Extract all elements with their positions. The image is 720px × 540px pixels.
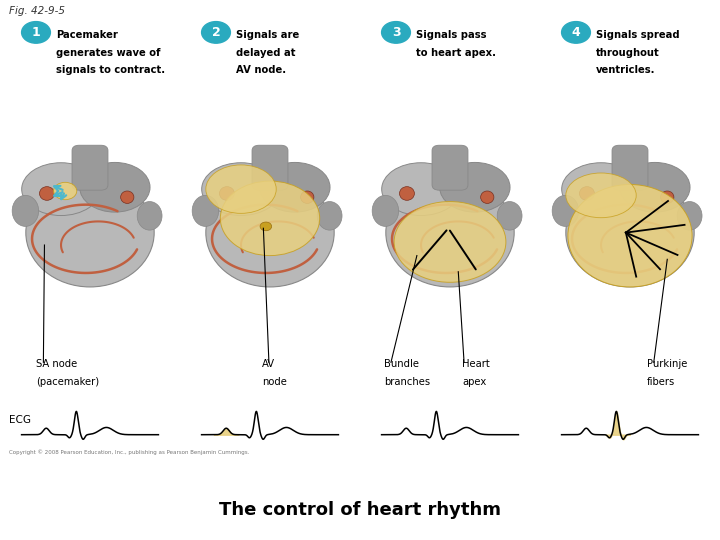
Ellipse shape (301, 191, 314, 204)
Circle shape (562, 22, 590, 43)
FancyBboxPatch shape (432, 145, 468, 190)
Ellipse shape (386, 178, 514, 287)
Ellipse shape (260, 163, 330, 212)
FancyBboxPatch shape (72, 145, 108, 190)
Ellipse shape (382, 163, 460, 215)
Ellipse shape (121, 191, 134, 204)
Text: to heart apex.: to heart apex. (416, 48, 496, 58)
Text: fibers: fibers (647, 377, 675, 387)
Ellipse shape (661, 191, 674, 204)
Text: AV: AV (262, 359, 275, 369)
Ellipse shape (481, 191, 494, 204)
Ellipse shape (40, 187, 55, 200)
Text: generates wave of: generates wave of (56, 48, 161, 58)
Ellipse shape (566, 178, 694, 287)
Text: ventricles.: ventricles. (596, 65, 656, 76)
Ellipse shape (220, 187, 235, 200)
Ellipse shape (138, 201, 162, 230)
Text: Bundle: Bundle (384, 359, 419, 369)
Text: signals to contract.: signals to contract. (56, 65, 166, 76)
Text: The control of heart rhythm: The control of heart rhythm (219, 501, 501, 519)
Text: 1: 1 (32, 26, 40, 39)
Ellipse shape (53, 183, 77, 200)
Ellipse shape (206, 178, 334, 287)
Ellipse shape (12, 195, 39, 226)
Text: Signals are: Signals are (236, 30, 300, 40)
Ellipse shape (400, 187, 415, 200)
Text: Signals pass: Signals pass (416, 30, 487, 40)
Text: delayed at: delayed at (236, 48, 296, 58)
Ellipse shape (440, 163, 510, 212)
Text: Fig. 42-9-5: Fig. 42-9-5 (9, 6, 65, 17)
Text: SA node: SA node (36, 359, 78, 369)
Text: Signals spread: Signals spread (596, 30, 680, 40)
Text: 2: 2 (212, 26, 220, 39)
Circle shape (22, 22, 50, 43)
Text: Pacemaker: Pacemaker (56, 30, 118, 40)
Text: (pacemaker): (pacemaker) (36, 377, 99, 387)
Ellipse shape (568, 185, 692, 287)
Text: 3: 3 (392, 26, 400, 39)
Ellipse shape (22, 163, 100, 215)
Ellipse shape (260, 222, 271, 231)
Ellipse shape (202, 163, 280, 215)
Ellipse shape (580, 187, 595, 200)
Ellipse shape (372, 195, 399, 226)
FancyBboxPatch shape (612, 145, 648, 190)
Text: ECG: ECG (9, 415, 31, 425)
Ellipse shape (678, 201, 702, 230)
Ellipse shape (80, 163, 150, 212)
Ellipse shape (394, 201, 506, 282)
Ellipse shape (498, 201, 522, 230)
Ellipse shape (220, 181, 320, 255)
Text: node: node (262, 377, 287, 387)
Ellipse shape (206, 165, 276, 213)
Ellipse shape (26, 178, 154, 287)
Text: Copyright © 2008 Pearson Education, Inc., publishing as Pearson Benjamin Cumming: Copyright © 2008 Pearson Education, Inc.… (9, 450, 249, 455)
Ellipse shape (562, 163, 640, 215)
Text: Heart: Heart (462, 359, 490, 369)
Text: AV node.: AV node. (236, 65, 287, 76)
Ellipse shape (192, 195, 219, 226)
Ellipse shape (318, 201, 342, 230)
Circle shape (202, 22, 230, 43)
FancyBboxPatch shape (252, 145, 288, 190)
Text: Purkinje: Purkinje (647, 359, 687, 369)
Circle shape (382, 22, 410, 43)
Text: branches: branches (384, 377, 430, 387)
Text: 4: 4 (572, 26, 580, 39)
Ellipse shape (566, 173, 636, 218)
Text: throughout: throughout (596, 48, 660, 58)
Ellipse shape (620, 163, 690, 212)
Text: apex: apex (462, 377, 487, 387)
Ellipse shape (552, 195, 579, 226)
